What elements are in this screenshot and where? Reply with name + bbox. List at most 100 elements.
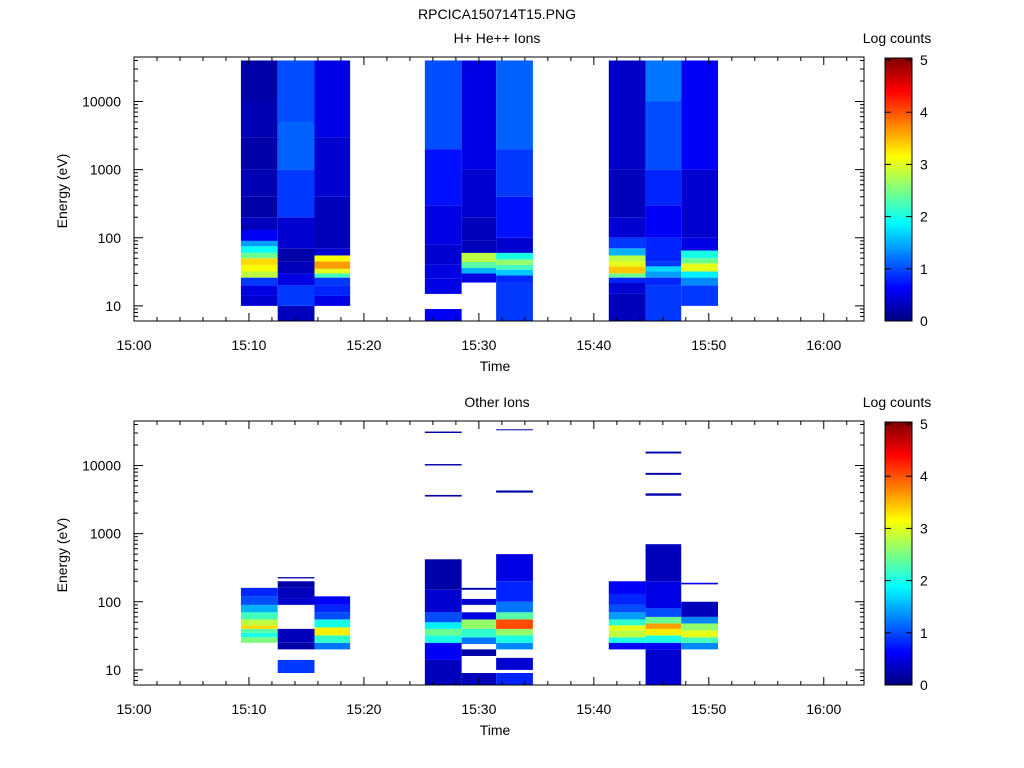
x-tick-label: 15:20	[346, 337, 381, 353]
x-tick-label: 15:50	[691, 701, 726, 717]
heatmap-cell	[608, 637, 646, 643]
colorbar-tick-label: 5	[920, 52, 928, 68]
colorbar-label: Log counts	[863, 30, 932, 46]
heatmap-cell	[240, 295, 278, 306]
heatmap-cell	[645, 101, 682, 170]
heatmap-cell	[277, 598, 315, 605]
heatmap-cell	[608, 293, 646, 321]
colorbar-tick-label: 0	[920, 677, 928, 693]
x-tick-label: 15:30	[461, 701, 496, 717]
figure-title: RPCICA150714T15.PNG	[418, 6, 576, 22]
heatmap-cell	[645, 649, 682, 685]
heatmap-cell	[240, 60, 278, 102]
y-axis-label: Energy (eV)	[54, 154, 70, 229]
heatmap-cell	[424, 612, 462, 623]
heatmap-cell	[277, 248, 315, 262]
heatmap-cell	[240, 246, 278, 253]
heatmap-cell	[314, 255, 351, 262]
heatmap-cell	[496, 581, 533, 602]
heatmap-cell	[314, 604, 351, 613]
heatmap-cell	[424, 659, 462, 685]
heatmap-cell	[681, 237, 718, 251]
heatmap-cell	[314, 619, 351, 628]
heatmap-cell	[314, 295, 351, 306]
heatmap-cell	[496, 60, 533, 150]
heatmap-cell	[424, 628, 462, 636]
heatmap-cell	[496, 269, 533, 276]
heatmap-cell	[608, 604, 646, 613]
heatmap-cell	[314, 248, 351, 256]
heatmap-cell	[645, 623, 682, 629]
heatmap-cell	[424, 149, 462, 206]
y-tick-label: 10000	[82, 458, 121, 474]
heatmap-cell	[314, 196, 351, 249]
heatmap-cell	[608, 642, 646, 650]
heatmap-cell	[240, 137, 278, 170]
y-tick-label: 10000	[82, 94, 121, 110]
heatmap-cell	[424, 589, 462, 613]
heatmap-cell	[496, 657, 533, 670]
heatmap-cell	[240, 252, 278, 259]
heatmap-cell	[277, 122, 315, 170]
heatmap-cell	[681, 616, 718, 624]
heatmap-cell	[277, 587, 315, 599]
heatmap-cell	[496, 601, 533, 613]
heatmap-cell	[240, 285, 278, 296]
heatmap-cell	[496, 554, 533, 582]
heatmap-cell	[277, 60, 315, 123]
heatmap-cell	[240, 229, 278, 241]
heatmap-cell	[240, 169, 278, 197]
x-tick-label: 15:20	[346, 701, 381, 717]
heatmap-cell	[645, 237, 682, 262]
heatmap-cell	[277, 261, 315, 274]
heatmap-cell	[277, 285, 315, 306]
heatmap-cell	[314, 635, 351, 643]
x-tick-label: 15:00	[116, 701, 151, 717]
colorbar	[884, 421, 913, 686]
heatmap-cell	[681, 630, 718, 638]
heatmap-cell	[424, 431, 462, 433]
heatmap-cell	[645, 261, 682, 267]
heatmap-cell	[277, 305, 315, 321]
heatmap-cell	[240, 619, 278, 626]
heatmap-cell	[314, 273, 351, 278]
heatmap-cell	[608, 261, 646, 267]
heatmap-cell	[314, 627, 351, 636]
heatmap-cell	[496, 149, 533, 197]
heatmap-cell	[496, 259, 533, 265]
heatmap-cell	[461, 262, 497, 268]
heatmap-cell	[424, 494, 462, 497]
colorbar-tick-label: 2	[920, 573, 928, 589]
y-tick-label: 10	[105, 298, 121, 314]
heatmap-cell	[314, 612, 351, 620]
heatmap-cell	[461, 60, 497, 170]
heatmap-cell	[424, 60, 462, 150]
heatmap-cell	[461, 598, 497, 605]
heatmap-cell	[240, 196, 278, 218]
heatmap-cell	[461, 217, 497, 241]
colorbar	[884, 57, 913, 322]
heatmap-cell	[240, 217, 278, 230]
heatmap-cell	[681, 271, 718, 278]
colorbar-tick-label: 1	[920, 261, 928, 277]
heatmap-cell	[424, 309, 462, 321]
heatmap-cell	[314, 268, 351, 274]
heatmap-cell	[461, 637, 497, 644]
heatmap-cell	[645, 271, 682, 278]
heatmap-cell	[645, 628, 682, 636]
heatmap-cell	[240, 612, 278, 620]
heatmap-cell	[277, 642, 315, 650]
heatmap-cell	[240, 587, 278, 597]
heatmap-cell	[496, 282, 533, 321]
heatmap-cell	[240, 628, 278, 633]
heatmap-cell	[424, 622, 462, 629]
heatmap-cell	[314, 60, 351, 138]
heatmap-cell	[496, 237, 533, 253]
heatmap-cell	[461, 587, 497, 590]
heatmap-cell	[496, 619, 533, 629]
x-tick-label: 15:00	[116, 337, 151, 353]
heatmap-cell	[424, 205, 462, 245]
heatmap-cell	[424, 642, 462, 660]
heatmap-cell	[314, 261, 351, 269]
heatmap-cell	[461, 273, 497, 283]
